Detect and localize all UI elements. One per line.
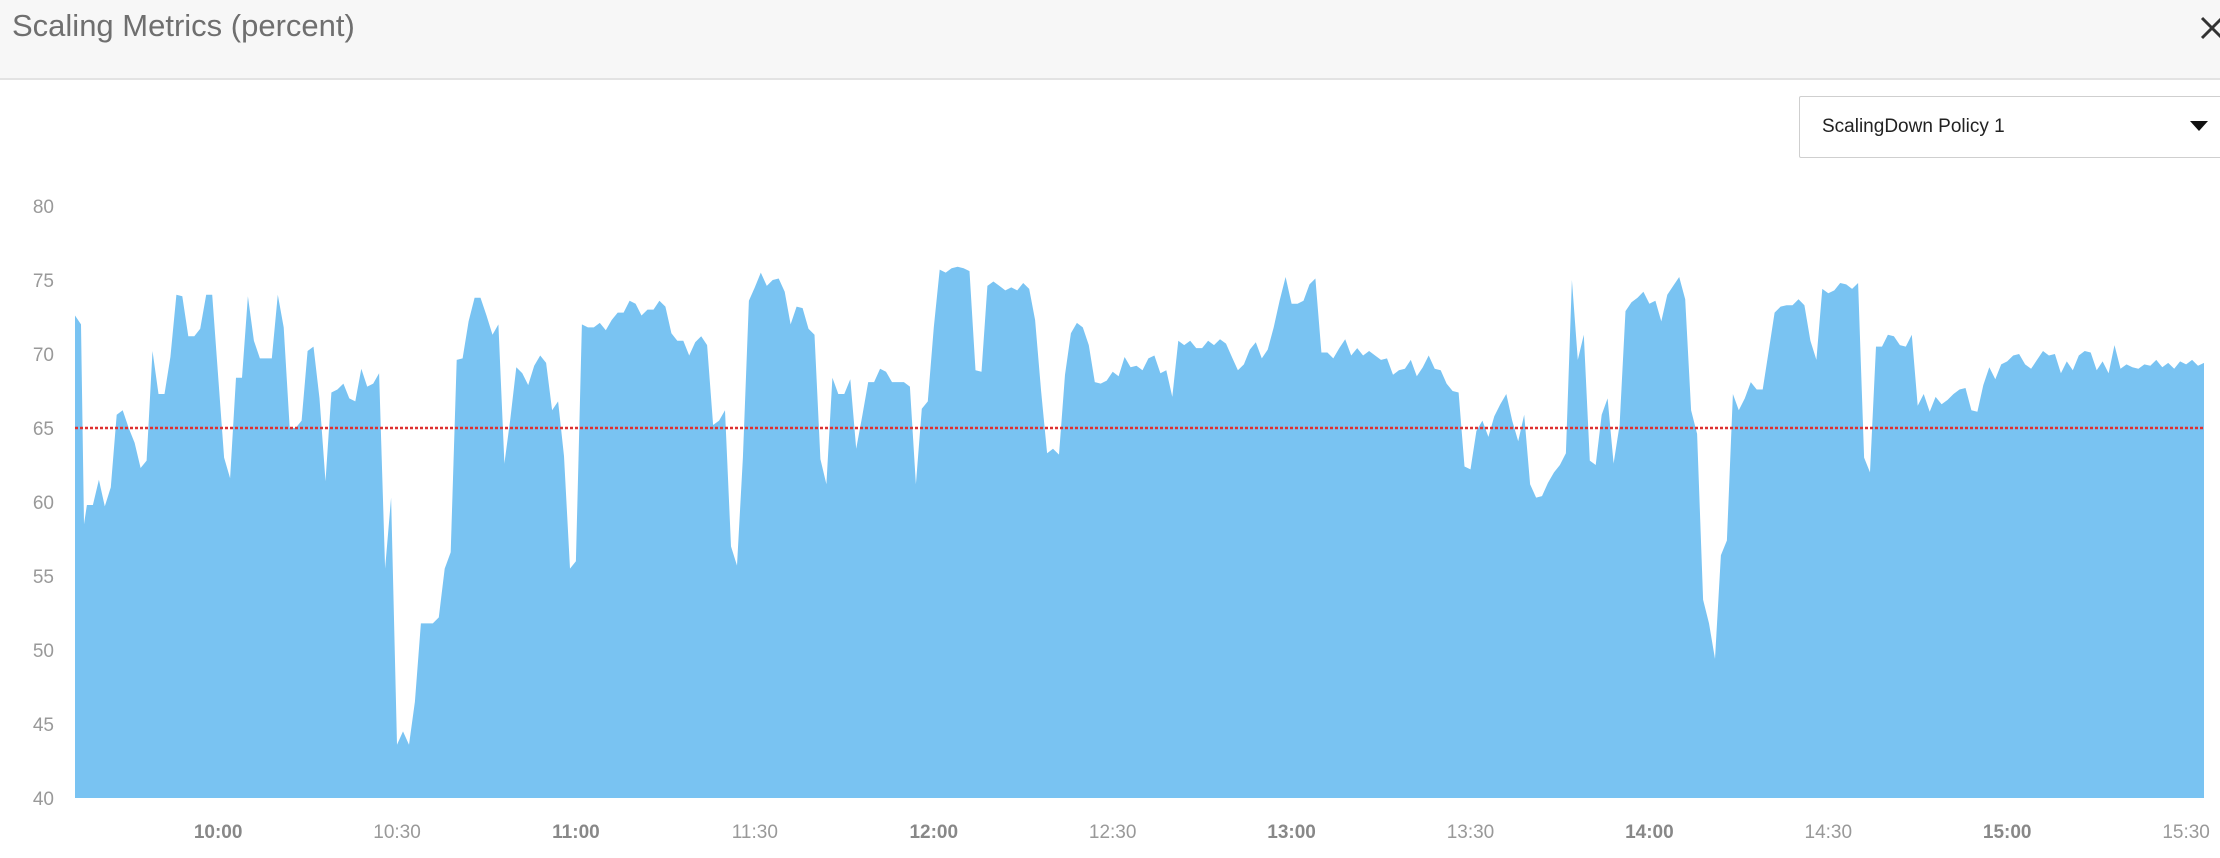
y-tick-label: 70 <box>33 345 54 366</box>
x-tick-label: 11:00 <box>552 822 600 843</box>
x-tick-label: 13:30 <box>1447 822 1495 843</box>
y-tick-label: 40 <box>33 789 54 810</box>
x-tick-label: 11:30 <box>732 822 778 843</box>
y-tick-label: 55 <box>33 567 54 588</box>
close-button[interactable] <box>2196 6 2220 50</box>
y-tick-label: 80 <box>33 197 54 218</box>
x-tick-label: 15:00 <box>1983 822 2032 843</box>
x-tick-label: 10:00 <box>194 822 243 843</box>
close-icon <box>2200 16 2220 40</box>
y-tick-label: 60 <box>33 493 54 514</box>
dialog-header: Scaling Metrics (percent) <box>0 0 2220 80</box>
y-tick-label: 50 <box>33 641 54 662</box>
x-tick-label: 14:00 <box>1625 822 1674 843</box>
series-area-0 <box>75 266 2204 798</box>
x-tick-label: 10:30 <box>373 822 421 843</box>
dialog-title: Scaling Metrics (percent) <box>12 8 355 43</box>
x-tick-label: 14:30 <box>1805 822 1853 843</box>
policy-select[interactable]: ScalingDown Policy 1 <box>1799 96 2220 158</box>
x-tick-label: 12:00 <box>909 822 958 843</box>
caret-down-icon <box>2190 121 2208 131</box>
y-tick-label: 75 <box>33 271 54 292</box>
x-tick-label: 12:30 <box>1089 822 1137 843</box>
y-tick-label: 65 <box>33 419 54 440</box>
y-tick-label: 45 <box>33 715 54 736</box>
policy-select-value: ScalingDown Policy 1 <box>1822 116 2005 137</box>
x-tick-label: 13:00 <box>1267 822 1316 843</box>
x-tick-label: 15:30 <box>2162 822 2210 843</box>
